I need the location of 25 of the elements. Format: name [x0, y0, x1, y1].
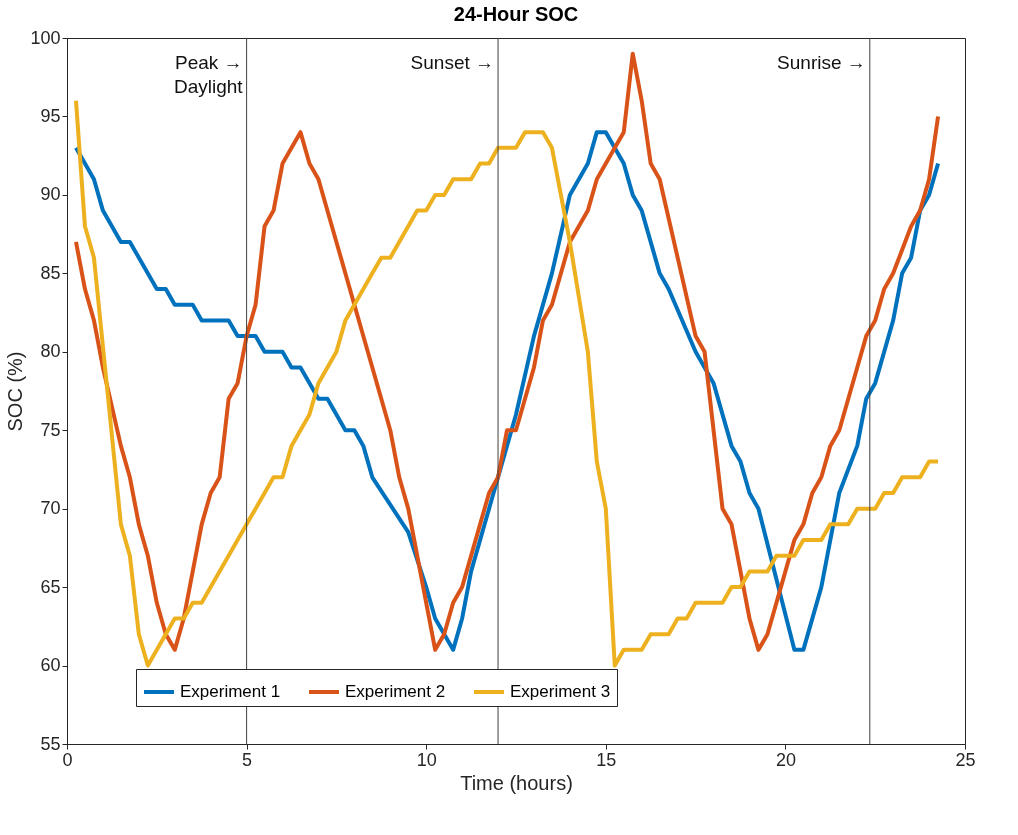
ref-line-label: Peak → Daylight — [173, 52, 244, 97]
y-tick-label: 60 — [40, 655, 61, 676]
chart-title: 24-Hour SOC — [453, 3, 579, 25]
x-axis-title: Time (hours) — [460, 771, 573, 794]
x-tick-label: 20 — [775, 749, 796, 770]
y-tick-label: 65 — [40, 576, 61, 597]
y-tick-label: 80 — [40, 341, 61, 362]
legend-label: Experiment 1 — [180, 682, 281, 701]
y-tick-label: 85 — [40, 262, 61, 283]
x-tick-label: 5 — [242, 749, 253, 770]
ref-line-label: Sunrise → — [777, 52, 866, 73]
x-tick-label: 25 — [955, 749, 976, 770]
legend-label: Experiment 3 — [510, 682, 611, 701]
y-tick-label: 95 — [40, 105, 61, 126]
legend-label: Experiment 2 — [345, 682, 446, 701]
y-tick-label: 100 — [30, 27, 61, 48]
x-tick-label: 15 — [596, 749, 617, 770]
y-tick-label: 90 — [40, 184, 61, 205]
y-axis-title: SOC (%) — [4, 351, 27, 432]
y-tick-label: 75 — [40, 419, 61, 440]
y-tick-label: 70 — [40, 498, 61, 519]
ref-line-label: Sunset → — [410, 52, 495, 73]
x-tick-label: 10 — [416, 749, 437, 770]
y-tick-label: 55 — [40, 733, 61, 754]
x-tick-label: 0 — [62, 749, 73, 770]
